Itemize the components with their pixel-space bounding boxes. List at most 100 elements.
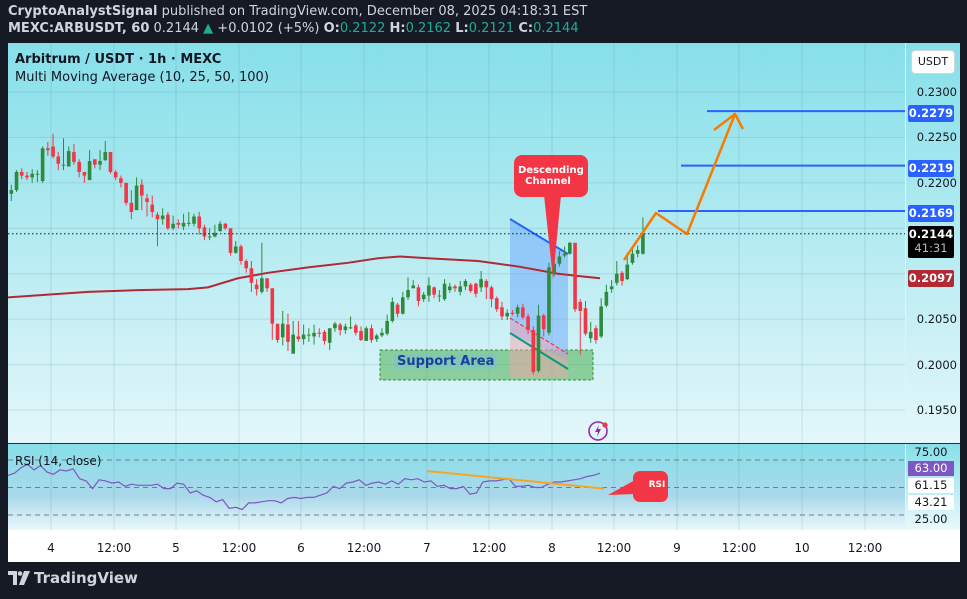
candle bbox=[166, 211, 170, 231]
publish-info: CryptoAnalystSignal published on Trading… bbox=[8, 4, 587, 19]
candle-body bbox=[213, 232, 217, 237]
candle-body bbox=[588, 331, 593, 339]
candle bbox=[531, 326, 536, 375]
candle bbox=[338, 322, 342, 336]
rsi-ma-badge: 61.15 bbox=[908, 478, 954, 493]
candle bbox=[171, 215, 175, 231]
candle-body bbox=[192, 216, 196, 224]
candle-body bbox=[385, 320, 389, 334]
candle-body bbox=[56, 156, 61, 164]
candle bbox=[87, 150, 92, 181]
time-axis[interactable]: 4 12:00 5 12:00 6 12:00 7 12:00 8 12:00 9 12:00 10 12… bbox=[8, 530, 960, 562]
candle bbox=[484, 279, 489, 300]
candle-body bbox=[119, 178, 123, 183]
rsi-scale[interactable]: 75.00 63.00 61.15 43.21 25.00 bbox=[905, 444, 960, 530]
candle bbox=[510, 310, 515, 316]
rsi-current-badge: 63.00 bbox=[908, 461, 954, 476]
indicator-legend[interactable]: Multi Moving Average (10, 25, 50, 100) bbox=[15, 70, 269, 85]
candle bbox=[641, 217, 645, 255]
candle bbox=[30, 169, 34, 183]
rsi-chart-canvas[interactable] bbox=[8, 444, 905, 530]
time-tick: 12:00 bbox=[471, 541, 507, 555]
candle bbox=[140, 179, 144, 211]
candle-body bbox=[19, 171, 24, 176]
candle bbox=[202, 224, 207, 241]
price-scale[interactable]: USDT 0.2300 0.2250 0.2200 0.2050 0.2000 0.195… bbox=[905, 43, 960, 443]
time-tick: 6 bbox=[297, 541, 305, 555]
candle bbox=[77, 159, 81, 178]
candle-body bbox=[197, 216, 202, 229]
candle bbox=[301, 324, 306, 345]
currency-button[interactable]: USDT bbox=[911, 50, 955, 74]
projection-arrowhead-icon bbox=[713, 112, 745, 131]
candle-body bbox=[474, 283, 478, 294]
price-tick: 0.2250 bbox=[916, 130, 957, 145]
candle bbox=[432, 286, 436, 299]
candle bbox=[145, 193, 149, 217]
candle bbox=[421, 291, 426, 302]
price-pane[interactable]: Arbitrum / USDT · 1h · MEXC Multi Moving… bbox=[8, 43, 905, 443]
candle-body bbox=[447, 286, 452, 291]
candle-body bbox=[552, 263, 556, 274]
candle-body bbox=[327, 328, 332, 343]
ma-price-badge: 0.2097 bbox=[908, 270, 954, 287]
price-tick: 0.1950 bbox=[916, 403, 957, 417]
candle bbox=[270, 288, 275, 341]
price-tick: 0.2000 bbox=[916, 357, 957, 372]
candle bbox=[134, 177, 139, 211]
time-tick: 12:00 bbox=[96, 541, 132, 555]
candle bbox=[186, 211, 191, 227]
candle-body bbox=[275, 323, 280, 341]
low-label: L: bbox=[455, 21, 469, 36]
candle-body bbox=[260, 278, 264, 292]
author-name[interactable]: CryptoAnalystSignal bbox=[8, 4, 158, 19]
tradingview-logo[interactable]: TradingView bbox=[8, 569, 138, 587]
candle-body bbox=[521, 307, 525, 318]
candle-body bbox=[369, 328, 374, 341]
time-tick: 9 bbox=[673, 541, 681, 555]
candle bbox=[594, 325, 598, 344]
candle bbox=[333, 321, 337, 332]
time-tick: 12:00 bbox=[847, 541, 883, 555]
candle-body bbox=[615, 273, 619, 283]
candle bbox=[108, 151, 113, 174]
rsi-legend[interactable]: RSI (14, close) bbox=[15, 454, 102, 468]
rsi-pane[interactable]: RSI (14, close) RSI bbox=[8, 444, 905, 530]
candle-body bbox=[322, 331, 327, 341]
lightning-alert-icon[interactable] bbox=[587, 419, 611, 443]
last-price: 0.2144 bbox=[153, 21, 200, 36]
price-tick: 0.2300 bbox=[916, 85, 957, 99]
close-label: C: bbox=[518, 21, 534, 36]
candle bbox=[416, 284, 421, 307]
candle bbox=[307, 328, 311, 342]
candle bbox=[124, 182, 128, 206]
candle bbox=[578, 299, 583, 355]
candle-body bbox=[181, 222, 186, 227]
candle bbox=[453, 284, 457, 292]
pane-separator[interactable] bbox=[8, 443, 960, 444]
symbol-info: MEXC:ARBUSDT, 60 0.2144 ▲ +0.0102 (+5%) … bbox=[8, 21, 579, 36]
candle bbox=[573, 242, 577, 312]
candle bbox=[207, 228, 212, 241]
candle bbox=[479, 270, 483, 292]
candle-body bbox=[625, 264, 630, 280]
candle-body bbox=[9, 190, 14, 194]
candle-body bbox=[526, 316, 530, 331]
candle-body bbox=[641, 233, 645, 254]
time-tick: 12:00 bbox=[721, 541, 757, 555]
symbol-line: MEXC:ARBUSDT, 60 bbox=[8, 21, 150, 36]
price-chart-canvas[interactable] bbox=[8, 43, 905, 443]
candle-body bbox=[489, 287, 494, 300]
candle bbox=[327, 328, 332, 351]
bar-countdown: 41:31 bbox=[914, 241, 948, 255]
candle bbox=[9, 184, 14, 202]
candle-body bbox=[307, 334, 311, 336]
candle bbox=[515, 304, 520, 318]
time-tick: 12:00 bbox=[221, 541, 257, 555]
candle bbox=[244, 259, 248, 273]
candle bbox=[583, 300, 588, 336]
target-badge-3: 0.2169 bbox=[908, 205, 954, 222]
candle bbox=[150, 195, 155, 218]
candle-body bbox=[82, 171, 87, 176]
candle-body bbox=[228, 228, 233, 253]
